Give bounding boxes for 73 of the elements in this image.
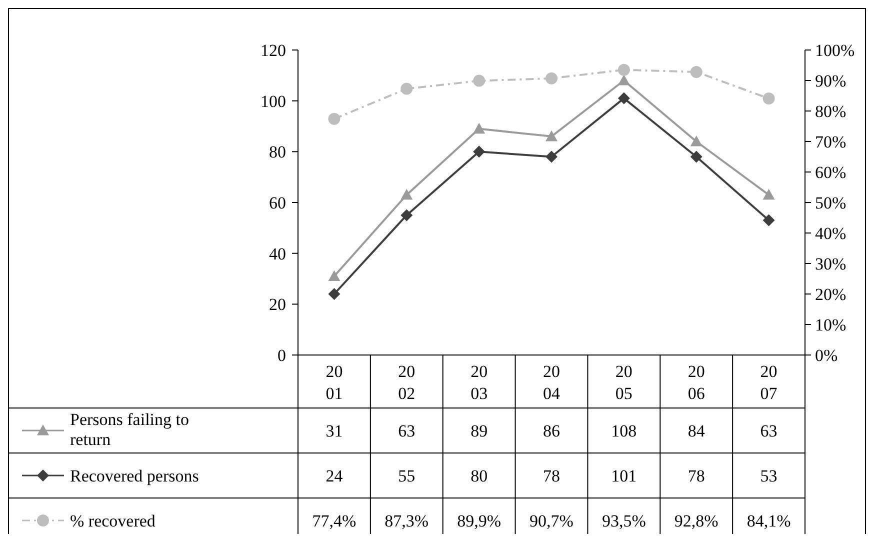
point <box>762 92 775 104</box>
y2-tick-label: 0% <box>815 346 838 365</box>
data-label: 108 <box>611 421 637 440</box>
point <box>690 150 702 163</box>
data-label: 78 <box>688 466 705 486</box>
legend-label: Recovered persons <box>70 466 199 486</box>
point <box>690 66 702 78</box>
y2-tick-label: 90% <box>815 71 846 90</box>
y2-tick-label: 60% <box>815 162 846 182</box>
data-label: 89,9% <box>457 511 502 530</box>
y-tick-label: 60 <box>269 193 286 212</box>
point <box>328 270 340 282</box>
data-label: 63 <box>398 421 416 440</box>
y-tick-label: 120 <box>260 40 286 60</box>
point <box>762 214 775 226</box>
y2-tick-label: 40% <box>815 224 846 243</box>
data-label: 89 <box>470 421 488 440</box>
x-tick-label: 2001 <box>326 362 343 403</box>
legend-key: Recovered persons <box>22 466 199 486</box>
point <box>618 92 630 104</box>
point <box>690 136 702 146</box>
point <box>546 130 558 142</box>
x-tick-label: 2003 <box>470 362 488 403</box>
point <box>546 150 558 163</box>
point <box>400 82 413 95</box>
data-label: 77,4% <box>312 511 356 530</box>
data-label: 63 <box>760 421 778 440</box>
y2-tick-label: 70% <box>815 132 846 152</box>
point <box>618 64 630 76</box>
y2-tick-label: 30% <box>815 254 846 274</box>
y-tick-label: 100 <box>260 92 286 111</box>
x-tick-label: 2004 <box>543 362 560 403</box>
y2-tick-label: 100% <box>815 40 855 60</box>
legend-key: Persons failing to return <box>22 410 189 449</box>
data-label: 53 <box>760 466 778 486</box>
x-tick-label: 2005 <box>615 362 632 403</box>
point <box>473 146 486 158</box>
data-label: 84 <box>688 421 706 440</box>
y-tick-label: 20 <box>269 295 286 314</box>
data-label: 87,3% <box>384 511 429 530</box>
point <box>473 122 486 134</box>
point <box>328 112 340 125</box>
data-label: 93,5% <box>602 511 646 530</box>
data-label: 78 <box>543 466 560 486</box>
y2-tick-label: 80% <box>815 102 846 121</box>
point <box>546 72 558 84</box>
data-label: 80 <box>470 466 488 486</box>
point <box>400 188 413 200</box>
x-tick-label: 2007 <box>760 362 778 403</box>
data-label: 31 <box>326 421 343 440</box>
legend-label: % recovered <box>70 511 156 530</box>
y2-tick-label: 50% <box>815 193 846 212</box>
legend-label: Persons failing to return <box>70 410 189 449</box>
data-label: 86 <box>543 421 560 440</box>
y2-tick-label: 10% <box>815 315 846 334</box>
point <box>400 209 413 222</box>
point <box>618 74 630 86</box>
point <box>328 288 340 300</box>
data-label: 24 <box>326 466 344 486</box>
y-tick-label: 40 <box>269 244 286 264</box>
data-label: 92,8% <box>674 511 718 530</box>
data-label: 101 <box>611 466 637 486</box>
legend-key: % recovered <box>22 511 156 530</box>
data-label: 55 <box>398 466 416 486</box>
x-tick-label: 2002 <box>398 362 416 403</box>
y2-tick-label: 20% <box>815 284 846 304</box>
point <box>762 188 775 200</box>
x-tick-label: 2006 <box>688 362 705 403</box>
point <box>473 74 486 87</box>
y-tick-label: 0 <box>278 346 286 365</box>
data-label: 84,1% <box>746 511 791 530</box>
data-label: 90,7% <box>530 511 574 530</box>
y-tick-label: 80 <box>269 142 286 162</box>
